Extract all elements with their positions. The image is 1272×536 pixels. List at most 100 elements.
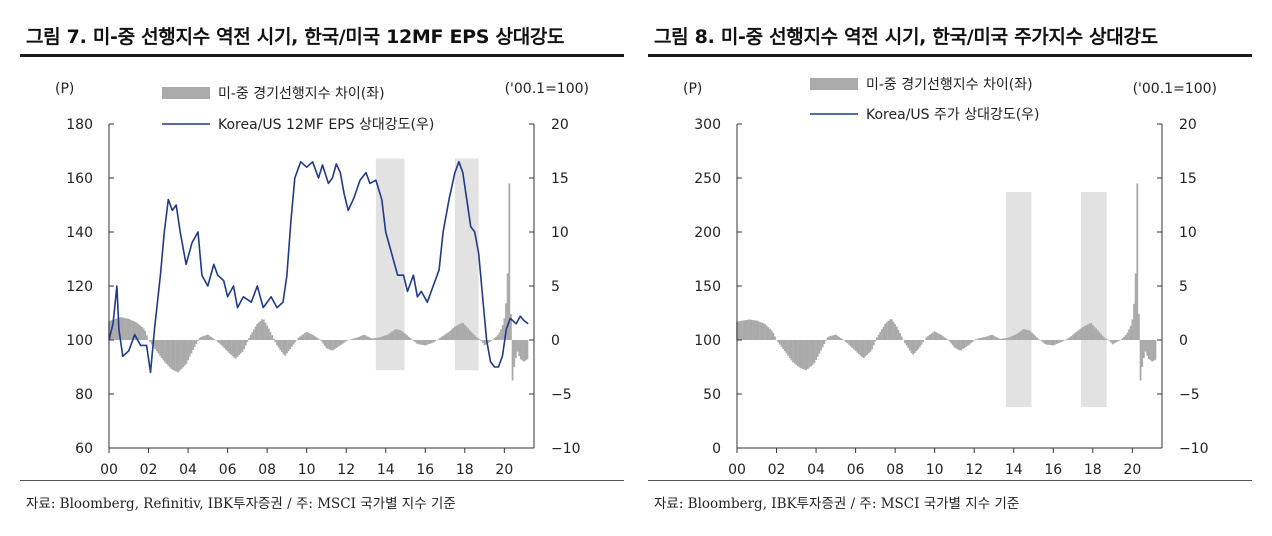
- bar-segment: [974, 339, 977, 340]
- bar-segment: [813, 340, 816, 364]
- bar-segment: [1014, 334, 1017, 340]
- bar-segment: [1105, 338, 1107, 340]
- chart-panel-1: 그림 7. 미-중 선행지수 역전 시기, 한국/미국 12MF EPS 상대강…: [20, 0, 630, 536]
- bar-segment: [432, 340, 435, 343]
- bar-segment: [132, 321, 135, 340]
- bar-segment: [943, 337, 946, 340]
- bar-segment: [429, 340, 432, 344]
- left-axis-unit: (P): [55, 81, 74, 97]
- bar-segment: [968, 340, 971, 345]
- bar-segment: [744, 320, 747, 340]
- x-tick-label: 00: [100, 462, 118, 478]
- bar-segment: [998, 338, 1000, 340]
- bar-segment: [510, 313, 512, 340]
- bar-segment: [350, 339, 353, 340]
- bar-segment: [899, 333, 901, 340]
- bar-segment: [999, 338, 1002, 340]
- bar-segment: [1006, 337, 1009, 340]
- chart-source: 자료: Bloomberg, Refinitiv, IBK투자증권 / 주: M…: [26, 496, 456, 512]
- left-axis-unit: (P): [683, 81, 702, 97]
- bar-segment: [404, 333, 407, 340]
- bar-segment: [882, 326, 885, 340]
- bar-segment: [284, 340, 287, 356]
- bar-segment: [942, 336, 944, 340]
- bar-segment: [244, 340, 247, 346]
- y-left-tick-label: 100: [66, 333, 93, 349]
- bar-segment: [445, 333, 448, 340]
- bar-segment: [229, 340, 232, 355]
- bar-segment: [862, 340, 865, 359]
- bar-segment: [149, 340, 152, 343]
- bar-segment: [173, 340, 176, 371]
- bar-segment: [841, 339, 844, 340]
- chart-panel-2: 그림 8. 미-중 선행지수 역전 시기, 한국/미국 주가지수 상대강도 0 5…: [648, 0, 1258, 536]
- bar-segment: [920, 340, 923, 345]
- bar-segment: [351, 338, 354, 340]
- bar-segment: [526, 340, 529, 360]
- bar-segment: [828, 336, 831, 340]
- bar-segment: [258, 322, 260, 340]
- bar-segment: [937, 333, 939, 340]
- bar-segment: [867, 340, 870, 354]
- bar-segment: [333, 340, 336, 350]
- bar-segment: [366, 336, 369, 340]
- bar-segment: [927, 335, 929, 340]
- x-tick-label: 20: [1123, 462, 1141, 478]
- bar-segment: [933, 331, 936, 340]
- bar-segment: [154, 340, 157, 349]
- bar-segment: [1103, 337, 1106, 340]
- bar-segment: [142, 328, 145, 340]
- bar-segment: [355, 337, 357, 340]
- bar-segment: [782, 340, 785, 349]
- bar-segment: [884, 323, 887, 340]
- bar-segment: [391, 331, 394, 340]
- bar-segment: [978, 338, 981, 340]
- bar-segment: [1108, 340, 1111, 341]
- bar-segment: [126, 318, 129, 340]
- bar-segment: [421, 340, 423, 345]
- right-axis-unit: ('00.1=100): [1133, 81, 1217, 97]
- bar-segment: [187, 340, 189, 361]
- bar-segment: [312, 335, 315, 340]
- bar-segment: [399, 330, 402, 340]
- bar-segment: [458, 323, 461, 340]
- bar-segment: [833, 335, 836, 340]
- bar-segment: [1030, 332, 1033, 340]
- bar-segment: [424, 340, 427, 346]
- y-right-tick-label: −5: [551, 387, 572, 403]
- y-right-tick-label: 5: [1179, 279, 1188, 295]
- bar-segment: [213, 339, 216, 340]
- bar-segment: [741, 320, 743, 340]
- bar-segment: [460, 323, 463, 340]
- bar-segment: [1007, 337, 1010, 340]
- bar-segment: [238, 340, 241, 356]
- bar-segment: [465, 326, 468, 340]
- bar-segment: [1093, 326, 1096, 340]
- bar-segment: [747, 319, 750, 340]
- bar-segment: [315, 337, 318, 340]
- bar-segment: [393, 330, 395, 340]
- bar-segment: [323, 340, 326, 346]
- bar-segment: [379, 336, 382, 340]
- bar-segment: [234, 340, 237, 359]
- bar-segment: [426, 340, 428, 345]
- bar-segment: [971, 340, 974, 342]
- bar-segment: [241, 340, 244, 352]
- bar-segment: [970, 340, 972, 344]
- bar-segment: [846, 340, 849, 344]
- bar-segment: [523, 340, 526, 362]
- bar-segment: [228, 340, 231, 354]
- bar-segment: [811, 340, 814, 365]
- source-rule: [648, 480, 1252, 481]
- bar-segment: [139, 325, 142, 340]
- bar-segment: [259, 320, 262, 340]
- bar-segment: [780, 340, 783, 347]
- bar-segment: [917, 340, 920, 350]
- bar-segment: [277, 340, 280, 348]
- bar-segment: [233, 340, 236, 358]
- bar-segment: [452, 328, 455, 340]
- bar-segment: [1065, 339, 1068, 340]
- x-tick-label: 06: [847, 462, 865, 478]
- bar-segment: [900, 336, 903, 340]
- bar-segment: [167, 340, 170, 366]
